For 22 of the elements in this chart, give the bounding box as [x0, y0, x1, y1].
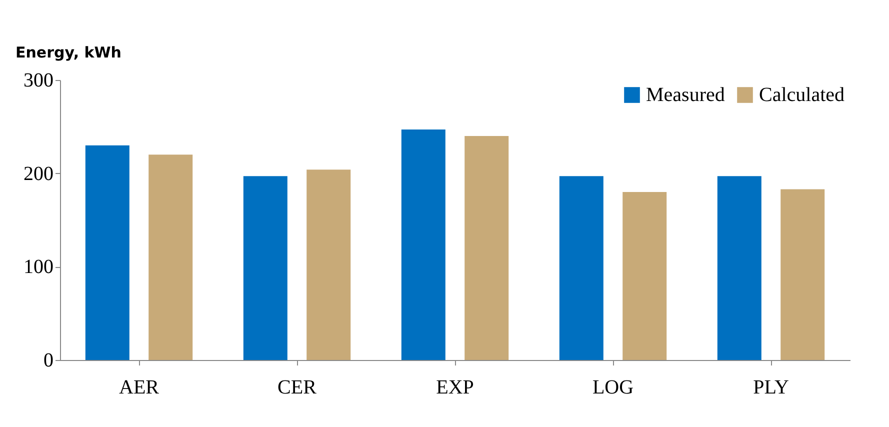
legend-label: Calculated	[759, 84, 845, 106]
bar	[622, 192, 667, 360]
x-tick-label: PLY	[753, 376, 789, 398]
bar	[464, 136, 509, 360]
y-tick-label: 0	[44, 350, 54, 372]
bar	[780, 189, 825, 360]
x-tick-label: EXP	[436, 376, 474, 398]
bar	[306, 170, 351, 360]
bar	[85, 145, 130, 360]
y-axis-title: Energy, kWh	[16, 44, 122, 62]
y-tick-label: 200	[24, 162, 54, 185]
x-tick-label: CER	[278, 376, 318, 398]
y-tick-label: 100	[24, 256, 54, 278]
bar	[401, 129, 446, 360]
bar	[559, 176, 604, 360]
legend-label: Measured	[646, 84, 725, 106]
x-tick-label: LOG	[592, 376, 634, 398]
bar	[148, 154, 193, 360]
bar	[717, 176, 762, 360]
y-tick-label: 300	[24, 70, 54, 92]
x-tick-label: AER	[119, 376, 160, 398]
bar	[243, 176, 288, 360]
